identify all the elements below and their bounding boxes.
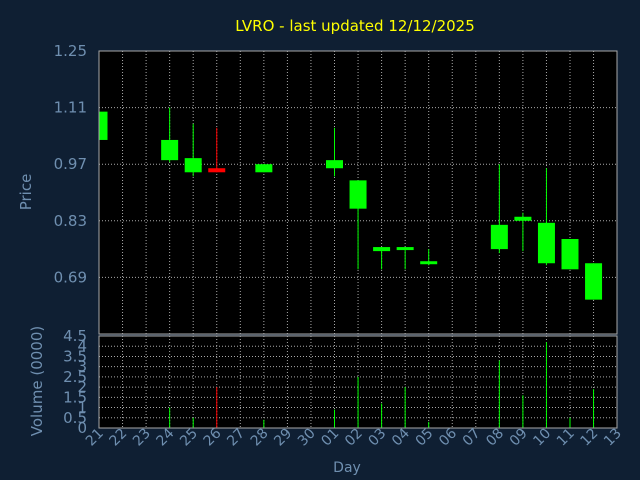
price-tick-label: 1.11 <box>54 99 87 117</box>
x-tick-label: 04 <box>389 425 413 449</box>
candle-body <box>208 168 226 173</box>
volume-tick-label: 0.5 <box>63 409 87 427</box>
x-tick-label: 05 <box>413 426 437 450</box>
candle-body <box>490 224 508 250</box>
x-tick-label: 09 <box>507 426 531 450</box>
x-tick-label: 06 <box>436 425 460 449</box>
candle-body <box>326 160 343 169</box>
x-tick-label: 29 <box>271 426 295 450</box>
x-tick-label: 11 <box>554 426 578 450</box>
x-tick-label: 26 <box>201 425 225 449</box>
candle-body <box>514 216 532 221</box>
x-tick-label: 30 <box>295 426 319 450</box>
candle-body <box>420 261 438 265</box>
x-tick-label: 27 <box>224 426 248 450</box>
candle-body <box>396 247 414 251</box>
volume-axis-label: Volume (0000) <box>28 326 46 436</box>
x-axis-label: Day <box>333 460 361 476</box>
x-tick-label: 22 <box>106 426 130 450</box>
candle-body <box>585 263 603 300</box>
candle-body <box>161 139 179 161</box>
chart-title: LVRO - last updated 12/12/2025 <box>235 17 475 35</box>
x-tick-label: 24 <box>154 425 178 449</box>
volume-tick-label: 2.5 <box>63 368 87 386</box>
candle-body <box>255 164 273 173</box>
volume-tick-label: 4.5 <box>63 327 87 345</box>
x-tick-label: 02 <box>342 426 366 450</box>
x-tick-label: 03 <box>366 426 390 450</box>
x-tick-label: 12 <box>577 426 601 450</box>
volume-tick-label: 3 <box>77 358 87 376</box>
volume-tick-label: 4 <box>77 337 87 355</box>
x-tick-label: 23 <box>130 426 154 450</box>
candle-body <box>349 180 367 209</box>
x-tick-label: 01 <box>318 426 342 450</box>
price-panel-frame <box>98 50 618 335</box>
volume-tick-label: 2 <box>77 378 87 396</box>
candle-body <box>373 247 391 252</box>
price-tick-label: 0.83 <box>54 212 87 230</box>
price-tick-label: 1.25 <box>54 42 87 60</box>
volume-tick-label: 0 <box>77 419 87 437</box>
candle-body <box>561 238 579 270</box>
x-tick-label: 13 <box>601 426 625 450</box>
candle-body <box>99 111 108 140</box>
candle-body <box>184 158 202 173</box>
price-axis-label: Price <box>17 174 35 211</box>
x-tick-label: 28 <box>248 426 272 450</box>
candle-body <box>537 222 555 264</box>
x-tick-label: 10 <box>530 426 554 450</box>
price-tick-label: 0.69 <box>54 268 87 286</box>
x-tick-label: 25 <box>177 426 201 450</box>
x-tick-label: 07 <box>460 426 484 450</box>
volume-tick-label: 3.5 <box>63 347 87 365</box>
x-tick-label: 08 <box>483 426 507 450</box>
price-tick-label: 0.97 <box>54 155 87 173</box>
volume-tick-label: 1.5 <box>63 388 87 406</box>
volume-panel-frame <box>98 335 618 429</box>
volume-tick-label: 1 <box>77 399 87 417</box>
